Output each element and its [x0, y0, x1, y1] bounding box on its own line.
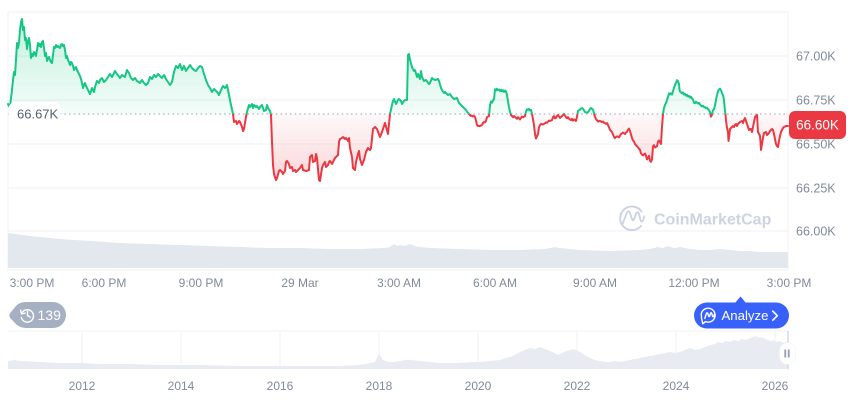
svg-text:CoinMarketCap: CoinMarketCap — [654, 212, 772, 229]
svg-text:67.00K: 67.00K — [796, 50, 836, 64]
svg-text:2014: 2014 — [168, 379, 195, 393]
svg-text:139: 139 — [38, 307, 62, 323]
svg-text:66.25K: 66.25K — [796, 182, 836, 196]
svg-text:2012: 2012 — [69, 379, 96, 393]
svg-text:Analyze: Analyze — [722, 308, 769, 323]
svg-text:2026: 2026 — [762, 379, 789, 393]
svg-text:66.75K: 66.75K — [796, 94, 836, 108]
svg-text:9:00 AM: 9:00 AM — [573, 276, 617, 290]
svg-text:66.00K: 66.00K — [796, 225, 836, 239]
svg-text:2024: 2024 — [663, 379, 690, 393]
svg-text:6:00 PM: 6:00 PM — [82, 276, 127, 290]
svg-text:9:00 PM: 9:00 PM — [179, 276, 224, 290]
svg-text:66.60K: 66.60K — [796, 118, 839, 133]
svg-text:29 Mar: 29 Mar — [281, 276, 318, 290]
svg-text:3:00 AM: 3:00 AM — [377, 276, 421, 290]
svg-text:2018: 2018 — [366, 379, 393, 393]
svg-text:66.50K: 66.50K — [796, 138, 836, 152]
svg-text:66.67K: 66.67K — [17, 107, 59, 122]
svg-text:6:00 AM: 6:00 AM — [473, 276, 517, 290]
svg-text:2016: 2016 — [267, 379, 294, 393]
svg-text:12:00 PM: 12:00 PM — [668, 276, 719, 290]
svg-text:2022: 2022 — [564, 379, 591, 393]
svg-text:2020: 2020 — [465, 379, 492, 393]
svg-text:3:00 PM: 3:00 PM — [767, 276, 812, 290]
svg-text:3:00 PM: 3:00 PM — [10, 276, 55, 290]
